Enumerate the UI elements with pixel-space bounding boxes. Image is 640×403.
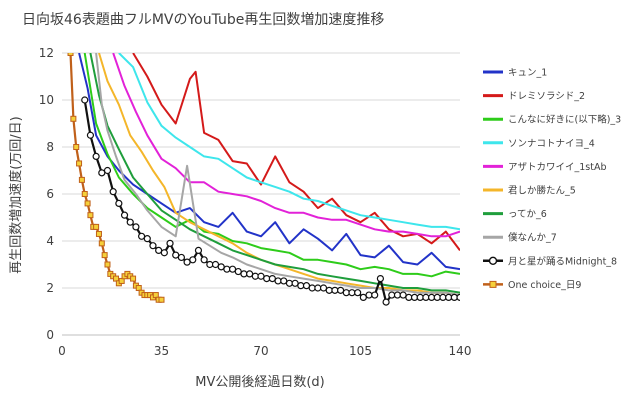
x-axis-label: MV公開後経過日数(d) xyxy=(195,375,325,390)
data-point xyxy=(76,160,83,167)
series-line-4 xyxy=(118,53,460,231)
series-line-10 xyxy=(69,53,162,301)
data-point xyxy=(149,242,157,250)
y-tick-label: 10 xyxy=(39,93,54,107)
x-tick-label: 105 xyxy=(349,344,372,358)
legend-label: ソンナコトナイヨ_4 xyxy=(508,138,595,149)
data-point xyxy=(87,212,94,219)
legend-label: こんなに好きに(以下略)_3 xyxy=(508,114,621,126)
data-point xyxy=(382,298,390,306)
legend-label: アザトカワイイ_1stAb xyxy=(508,162,607,173)
chart-title: 日向坂46表題曲フルMVのYouTube再生回数増加速度推移 xyxy=(22,12,384,28)
data-point xyxy=(98,240,105,247)
y-tick-label: 6 xyxy=(46,187,54,201)
data-point xyxy=(354,289,362,297)
y-tick-label: 12 xyxy=(39,46,54,60)
axis-ticks: 0 2 4 6 8 10 12 0 35 70 105 140 xyxy=(39,46,472,358)
data-point xyxy=(132,223,140,231)
y-axis-label: 再生回数増加速度(万回/日) xyxy=(8,116,24,274)
data-point xyxy=(177,253,185,262)
data-point xyxy=(73,144,80,150)
data-point xyxy=(92,152,100,160)
data-point xyxy=(126,218,134,226)
series-line-2 xyxy=(132,53,460,252)
legend: キュン_1 ドレミソラシド_2 こんなに好きに(以下略)_3 ソンナコトナイヨ_4 アザ… xyxy=(483,68,621,291)
data-point xyxy=(194,246,203,254)
y-tick-label: 2 xyxy=(46,281,54,295)
data-point xyxy=(70,115,77,122)
data-point xyxy=(86,131,95,139)
legend-label: One choice_日9 xyxy=(508,280,581,291)
data-point xyxy=(115,199,123,207)
data-point xyxy=(456,293,460,301)
data-point xyxy=(81,191,88,197)
data-point xyxy=(120,211,129,219)
data-point xyxy=(189,256,197,264)
legend-label: ドレミソラシド_2 xyxy=(508,91,585,102)
data-point xyxy=(67,53,74,56)
data-point xyxy=(95,230,102,237)
series-line-8 xyxy=(95,53,460,297)
legend-label: ってか_6 xyxy=(508,209,547,220)
data-point xyxy=(81,96,89,104)
data-point xyxy=(130,275,137,282)
series-line-7 xyxy=(89,53,460,294)
legend-label: 月と星が踊るMidnight_8 xyxy=(508,255,617,267)
data-point xyxy=(78,176,85,183)
legend-label: 君しか勝たん_5 xyxy=(508,185,576,197)
data-point xyxy=(166,239,174,247)
x-tick-label: 70 xyxy=(253,344,268,358)
legend-marker xyxy=(488,256,498,265)
gridlines xyxy=(62,52,460,336)
plot-area xyxy=(67,53,460,306)
legend-label: キュン_1 xyxy=(508,68,547,79)
series-line-5 xyxy=(112,53,460,238)
data-point xyxy=(104,261,111,268)
data-point xyxy=(93,223,100,230)
data-point xyxy=(376,275,384,283)
legend-label: 僕なんか_7 xyxy=(508,232,557,244)
data-point xyxy=(371,291,379,299)
y-tick-label: 8 xyxy=(46,140,54,154)
data-point xyxy=(101,252,108,259)
y-tick-label: 0 xyxy=(46,328,54,342)
x-tick-label: 35 xyxy=(154,344,169,358)
data-point xyxy=(109,188,117,196)
data-point xyxy=(200,256,208,264)
data-point xyxy=(158,296,165,303)
data-point xyxy=(143,235,151,243)
x-tick-label: 140 xyxy=(449,344,472,358)
series-line-1 xyxy=(78,53,460,271)
data-point xyxy=(84,200,91,207)
legend-marker xyxy=(489,280,497,288)
data-point xyxy=(103,166,112,175)
y-tick-label: 4 xyxy=(46,234,54,248)
x-tick-label: 0 xyxy=(58,344,66,358)
data-point xyxy=(160,249,168,257)
